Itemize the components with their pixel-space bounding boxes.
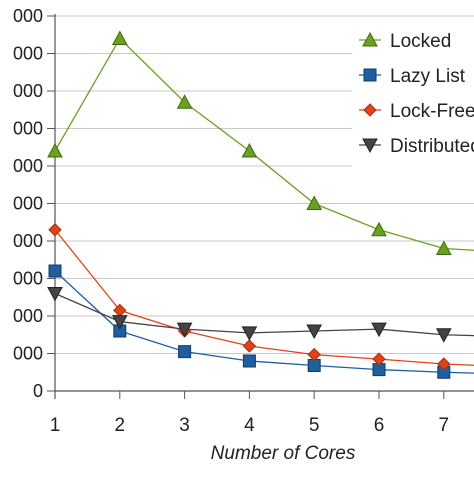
legend-label: Distributed [390, 136, 474, 157]
data-point-locked [47, 142, 63, 158]
data-point-lock-free [242, 339, 257, 353]
y-tick-label: 000 [13, 44, 43, 64]
data-point-distributed [306, 324, 323, 340]
legend-label: Lazy List [390, 66, 466, 87]
data-point-locked [435, 240, 452, 255]
legend: Locked Lazy List Lock-Free Distributed [352, 22, 474, 180]
series-line-lazy-list [54, 270, 474, 374]
x-tick-label: 5 [309, 415, 320, 436]
data-point-lock-free [437, 357, 451, 371]
x-tick-label: 6 [374, 415, 385, 436]
y-tick-label: 000 [13, 344, 43, 364]
legend-label: Locked [390, 31, 451, 52]
data-point-distributed [176, 322, 193, 338]
data-point-distributed [435, 328, 452, 343]
series-locked [47, 30, 474, 255]
data-point-lock-free [307, 347, 321, 362]
data-point-lazy-list [178, 345, 192, 359]
legend-marker-locked [362, 31, 378, 47]
data-point-distributed [371, 322, 387, 338]
data-point-lock-free [48, 223, 62, 237]
series-line-distributed [54, 292, 474, 337]
y-tick-label: 000 [13, 269, 43, 289]
y-tick-label: 0 [33, 381, 43, 401]
x-tick-label: 4 [244, 415, 255, 436]
x-tick-label: 2 [115, 415, 126, 436]
legend-marker-lock-free [363, 103, 377, 117]
legend-item-lock-free: Lock-Free [359, 101, 474, 122]
data-point-distributed [241, 326, 258, 341]
data-point-lazy-list [48, 264, 62, 278]
y-tick-label: 000 [13, 306, 43, 326]
y-tick-label: 000 [13, 156, 43, 176]
x-tick-label: 1 [50, 415, 61, 436]
y-tick-label: 000 [13, 194, 43, 214]
y-tick-label: 000 [13, 6, 43, 26]
data-point-lock-free [372, 352, 386, 366]
data-point-distributed [111, 315, 128, 330]
data-point-distributed [47, 287, 63, 302]
series-lazy-list [48, 264, 474, 379]
legend-item-locked: Locked [359, 31, 451, 52]
legend-marker-lazy-list [363, 68, 377, 82]
data-point-locked [371, 221, 387, 237]
legend-item-distributed: Distributed [359, 136, 474, 157]
data-point-locked [306, 195, 323, 210]
data-point-locked [241, 142, 258, 158]
data-point-locked [111, 30, 128, 45]
x-tick-label: 7 [439, 415, 450, 436]
series-line-lock-free [54, 229, 474, 366]
data-point-locked [176, 94, 193, 109]
y-tick-label: 000 [13, 81, 43, 101]
series-group [47, 30, 474, 379]
y-tick-label: 000 [13, 119, 43, 139]
legend-background [352, 22, 474, 180]
legend-marker-distributed [362, 138, 378, 154]
y-tick-label: 000 [13, 231, 43, 251]
series-distributed [47, 287, 474, 343]
x-tick-label: 3 [179, 415, 190, 436]
x-axis-title: Number of Cores [211, 443, 356, 464]
series-lock-free [48, 223, 474, 371]
data-point-lazy-list [242, 354, 256, 368]
legend-item-lazy-list: Lazy List [359, 66, 466, 87]
series-line-locked [54, 37, 474, 251]
legend-label: Lock-Free [390, 101, 474, 122]
